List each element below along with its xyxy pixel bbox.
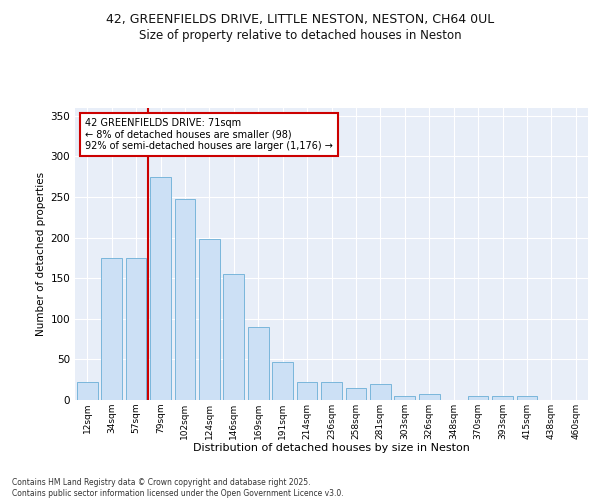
Bar — [272, 362, 293, 400]
Text: 42, GREENFIELDS DRIVE, LITTLE NESTON, NESTON, CH64 0UL: 42, GREENFIELDS DRIVE, LITTLE NESTON, NE… — [106, 12, 494, 26]
Bar — [419, 394, 440, 400]
Bar — [101, 258, 122, 400]
Y-axis label: Number of detached properties: Number of detached properties — [36, 172, 46, 336]
Bar — [248, 327, 269, 400]
Bar — [492, 396, 513, 400]
Bar — [150, 176, 171, 400]
Text: Contains HM Land Registry data © Crown copyright and database right 2025.
Contai: Contains HM Land Registry data © Crown c… — [12, 478, 344, 498]
Bar — [175, 198, 196, 400]
Bar — [321, 382, 342, 400]
Bar — [125, 258, 146, 400]
Bar — [296, 382, 317, 400]
Bar — [370, 384, 391, 400]
Bar — [77, 382, 98, 400]
Bar — [199, 239, 220, 400]
Text: Size of property relative to detached houses in Neston: Size of property relative to detached ho… — [139, 29, 461, 42]
Bar — [346, 388, 367, 400]
Bar — [517, 396, 538, 400]
Bar — [394, 396, 415, 400]
Bar — [467, 396, 488, 400]
Text: 42 GREENFIELDS DRIVE: 71sqm
← 8% of detached houses are smaller (98)
92% of semi: 42 GREENFIELDS DRIVE: 71sqm ← 8% of deta… — [85, 118, 333, 151]
Bar — [223, 274, 244, 400]
X-axis label: Distribution of detached houses by size in Neston: Distribution of detached houses by size … — [193, 444, 470, 454]
